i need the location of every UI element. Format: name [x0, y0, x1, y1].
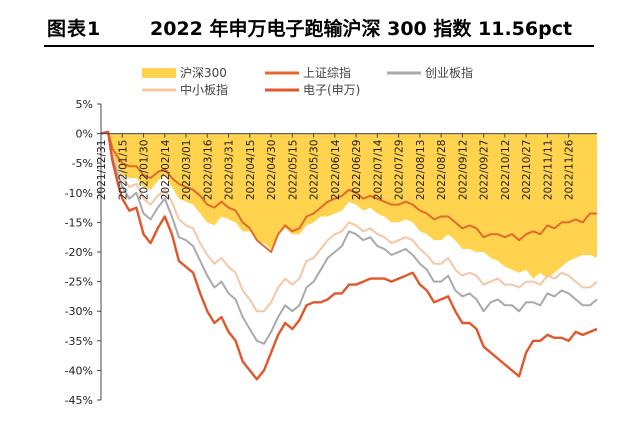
y-tick-label: -40% — [65, 364, 93, 377]
legend-item-electronics: 电子(申万) — [265, 83, 360, 97]
series-line-shanghai — [100, 130, 597, 253]
x-tick-label: 2022/01/15 — [117, 140, 129, 201]
legend-item-hs300: 沪深300 — [142, 66, 227, 80]
x-tick-label: 2022/07/29 — [394, 140, 406, 201]
legend-swatch — [142, 68, 176, 78]
figure-number: 图表1 — [47, 18, 102, 40]
x-tick-label: 2022/11/11 — [542, 140, 554, 201]
y-tick-label: -10% — [65, 187, 93, 200]
y-tick-label: -5% — [72, 157, 93, 170]
x-tick-label: 2022/09/12 — [457, 140, 469, 201]
legend-label: 电子(申万) — [303, 83, 360, 97]
x-tick-label: 2022/01/30 — [139, 140, 151, 201]
y-tick-label: 5% — [76, 98, 93, 111]
x-tick-label: 2022/10/27 — [521, 140, 533, 201]
y-tick-label: 0% — [76, 128, 93, 141]
x-tick-label: 2022/04/15 — [245, 140, 257, 201]
series-area-hs300 — [101, 131, 597, 279]
x-tick-label: 2022/02/14 — [160, 139, 172, 200]
x-tick-label: 2022/05/30 — [309, 140, 321, 201]
legend-label: 中小板指 — [180, 82, 228, 97]
x-tick-label: 2022/06/29 — [351, 140, 363, 201]
figure-title: 2022 年申万电子跑输沪深 300 指数 11.56pct — [150, 18, 573, 40]
y-tick-label: -25% — [65, 276, 93, 289]
x-tick-label: 2022/07/14 — [372, 139, 384, 200]
legend-label: 上证综指 — [303, 65, 351, 80]
x-tick-label: 2022/11/26 — [564, 139, 576, 200]
legend-label: 沪深300 — [180, 66, 227, 80]
series-line-sme — [100, 130, 598, 313]
x-tick-label: 2022/03/16 — [202, 139, 214, 200]
x-tick-label: 2022/03/31 — [224, 140, 236, 201]
x-tick-label: 2022/08/28 — [436, 140, 448, 201]
plot-area — [100, 130, 598, 381]
figure-header: 图表1 2022 年申万电子跑输沪深 300 指数 11.56pct — [0, 0, 627, 50]
legend-label: 创业板指 — [425, 65, 473, 80]
x-tick-label: 2022/03/01 — [181, 140, 193, 201]
series-line-chinext — [100, 130, 598, 345]
y-tick-label: -15% — [65, 216, 93, 229]
x-tick-label: 2022/04/30 — [266, 140, 278, 201]
y-tick-label: -45% — [65, 394, 93, 407]
x-axis: 2021/12/31 2022/01/15 2022/01/30 2022/02/14… — [96, 133, 597, 201]
x-tick-label: 2022/08/13 — [415, 140, 427, 201]
series-line-electronics — [100, 130, 598, 381]
y-tick-label: -35% — [65, 335, 93, 348]
y-tick-label: -20% — [65, 246, 93, 259]
x-tick-label: 2022/10/12 — [500, 140, 512, 201]
y-tick-label: -30% — [65, 305, 93, 318]
x-tick-label: 2022/06/14 — [330, 139, 342, 200]
x-tick-label: 2022/09/27 — [479, 140, 491, 201]
header-rule — [44, 45, 594, 47]
y-axis: 5% 0% -5% -10% -15% -20% -25% -30% -35% -40% -45% — [65, 98, 102, 407]
legend-item-shanghai: 上证综指 — [265, 65, 351, 80]
x-tick-label: 2021/12/31 — [96, 140, 108, 201]
legend-item-sme: 中小板指 — [142, 82, 228, 97]
legend-item-chinext: 创业板指 — [387, 65, 473, 80]
x-tick-label: 2022/05/15 — [287, 140, 299, 201]
